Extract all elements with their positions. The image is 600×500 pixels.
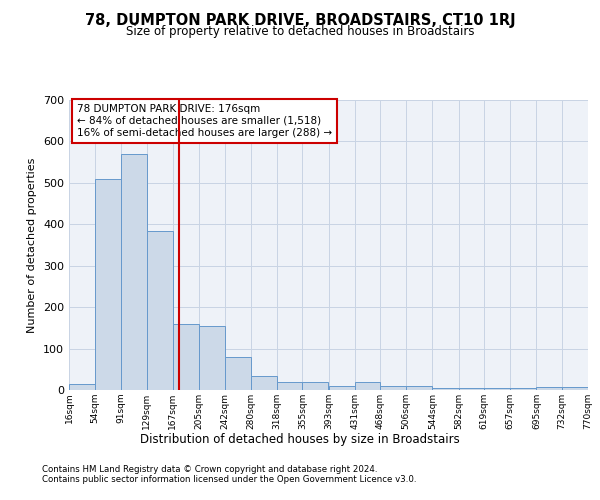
Bar: [484, 388, 510, 390]
Bar: [510, 388, 536, 390]
Bar: [380, 386, 406, 390]
Y-axis label: Number of detached properties: Number of detached properties: [28, 158, 37, 332]
Bar: [173, 324, 199, 390]
Text: 78, DUMPTON PARK DRIVE, BROADSTAIRS, CT10 1RJ: 78, DUMPTON PARK DRIVE, BROADSTAIRS, CT1…: [85, 12, 515, 28]
Text: Distribution of detached houses by size in Broadstairs: Distribution of detached houses by size …: [140, 432, 460, 446]
Bar: [251, 376, 277, 390]
Bar: [147, 230, 173, 390]
Text: Contains public sector information licensed under the Open Government Licence v3: Contains public sector information licen…: [42, 476, 416, 484]
Bar: [224, 357, 251, 390]
Bar: [406, 386, 433, 390]
Text: 78 DUMPTON PARK DRIVE: 176sqm
← 84% of detached houses are smaller (1,518)
16% o: 78 DUMPTON PARK DRIVE: 176sqm ← 84% of d…: [77, 104, 332, 138]
Bar: [277, 382, 302, 390]
Bar: [199, 326, 224, 390]
Bar: [355, 382, 380, 390]
Bar: [562, 386, 588, 390]
Bar: [536, 386, 562, 390]
Bar: [95, 178, 121, 390]
Bar: [302, 382, 329, 390]
Bar: [69, 384, 95, 390]
Bar: [458, 388, 484, 390]
Bar: [121, 154, 147, 390]
Bar: [329, 386, 355, 390]
Text: Size of property relative to detached houses in Broadstairs: Size of property relative to detached ho…: [126, 25, 474, 38]
Text: Contains HM Land Registry data © Crown copyright and database right 2024.: Contains HM Land Registry data © Crown c…: [42, 466, 377, 474]
Bar: [433, 388, 458, 390]
